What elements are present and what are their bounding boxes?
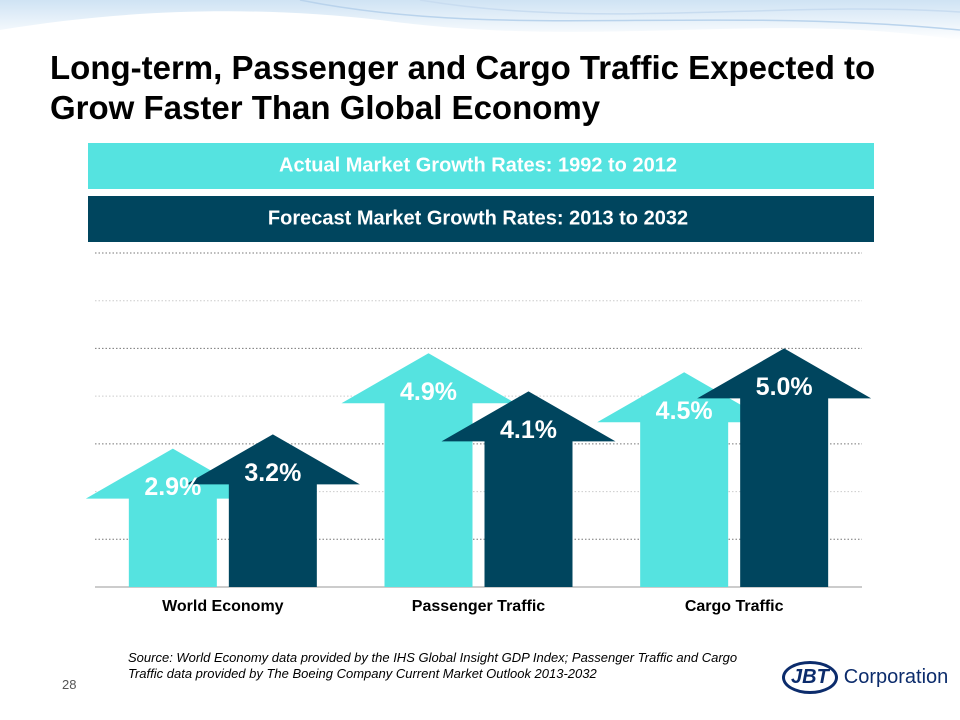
value-label: 4.1%	[500, 416, 557, 444]
arrow-bar	[341, 353, 516, 587]
value-label: 3.2%	[244, 459, 301, 487]
value-label: 2.9%	[144, 473, 201, 501]
source-note: Source: World Economy data provided by t…	[128, 650, 738, 681]
slide-title: Long-term, Passenger and Cargo Traffic E…	[50, 49, 876, 126]
x-tick-label: Passenger Traffic	[412, 598, 546, 615]
header-curve	[419, 0, 960, 15]
logo-mark: JBT	[782, 660, 838, 694]
legend-box	[88, 196, 874, 242]
arrow-bar	[185, 434, 360, 587]
legend-label: Actual Market Growth Rates: 1992 to 2012	[279, 154, 677, 176]
value-label: 4.9%	[400, 378, 457, 406]
arrow-bar	[597, 372, 772, 587]
arrow-bar	[697, 348, 872, 587]
x-tick-label: Cargo Traffic	[685, 598, 784, 615]
legend-box	[88, 143, 874, 189]
arrow-bar	[441, 391, 616, 587]
logo: JBT Corporation	[782, 660, 948, 694]
header-curve	[299, 0, 960, 31]
page-number: 28	[62, 677, 77, 692]
x-tick-label: World Economy	[162, 598, 284, 615]
logo-name: Corporation	[843, 665, 949, 688]
value-label: 4.5%	[656, 397, 713, 425]
legend-label: Forecast Market Growth Rates: 2013 to 20…	[268, 207, 688, 229]
value-label: 5.0%	[756, 373, 813, 401]
